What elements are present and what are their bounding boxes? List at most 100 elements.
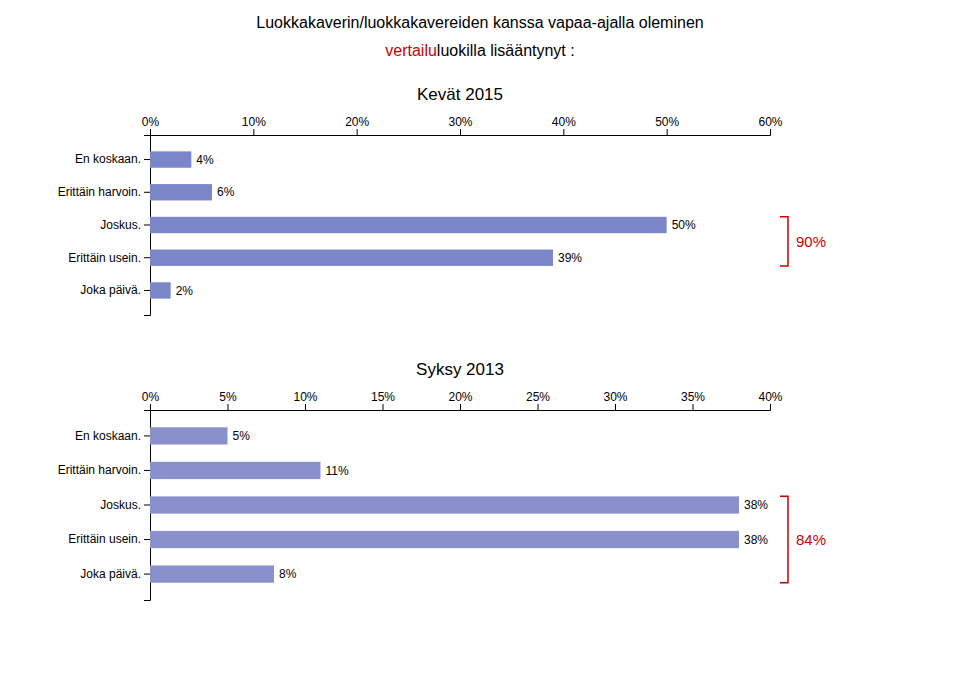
bar	[150, 151, 191, 167]
annotation: 90%	[780, 217, 826, 266]
x-tick: 40%	[758, 390, 782, 410]
x-tick-mark	[150, 129, 151, 135]
chart-root: Luokkakaverin/luokkakavereiden kanssa va…	[0, 0, 960, 675]
x-tick-mark	[383, 404, 384, 410]
y-tick-mark	[144, 470, 150, 471]
x-tick: 30%	[603, 390, 627, 410]
y-tick-mark	[144, 257, 150, 258]
data-label: 5%	[233, 429, 251, 443]
bar	[150, 282, 171, 298]
data-label: 6%	[217, 185, 235, 199]
y-tick: Erittäin usein.	[68, 532, 150, 546]
x-tick: 35%	[681, 390, 705, 410]
bars	[150, 151, 667, 298]
x-tick-label: 10%	[293, 390, 317, 404]
x-tick-label: 20%	[345, 115, 369, 129]
x-tick-label: 0%	[142, 390, 160, 404]
x-tick-mark	[357, 129, 358, 135]
x-tick: 60%	[758, 115, 782, 135]
annotation-label: 84%	[796, 531, 826, 548]
y-tick: En koskaan.	[75, 429, 150, 443]
bracket	[780, 217, 788, 266]
x-tick-mark	[228, 404, 229, 410]
annotation: 84%	[780, 496, 826, 582]
x-tick-mark	[305, 404, 306, 410]
data-labels: 5%11%38%38%8%	[233, 429, 769, 581]
x-axis-line	[151, 129, 771, 136]
x-tick-mark	[538, 404, 539, 410]
x-tick: 15%	[371, 390, 395, 410]
y-tick-mark	[144, 290, 150, 291]
x-tick-label: 30%	[603, 390, 627, 404]
y-tick-mark	[144, 574, 150, 575]
x-tick: 25%	[526, 390, 550, 410]
y-axis-line	[144, 136, 151, 316]
x-tick: 10%	[242, 115, 266, 135]
y-tick-mark	[144, 539, 150, 540]
y-tick: En koskaan.	[75, 152, 150, 166]
bar	[150, 565, 274, 582]
x-tick-label: 50%	[655, 115, 679, 129]
x-tick-label: 25%	[526, 390, 550, 404]
y-tick-label: Erittäin usein.	[68, 251, 141, 265]
x-tick-mark	[563, 129, 564, 135]
x-tick: 0%	[142, 115, 160, 135]
bar	[150, 531, 739, 548]
y-axis: En koskaan. Erittäin harvoin. Joskus. Eritt…	[58, 136, 151, 316]
y-tick-label: Joskus.	[100, 498, 141, 512]
x-tick: 20%	[345, 115, 369, 135]
y-tick-mark	[144, 435, 150, 436]
figure-title: Luokkakaverin/luokkakavereiden kanssa va…	[256, 14, 703, 31]
x-tick: 0%	[142, 390, 160, 410]
x-tick-label: 10%	[242, 115, 266, 129]
y-tick-label: Erittäin usein.	[68, 532, 141, 546]
data-label: 38%	[744, 533, 768, 547]
bar	[150, 462, 321, 479]
y-tick-mark	[144, 505, 150, 506]
x-axis: 0% 5% 10% 15% 20% 25% 30% 35% 40%	[142, 390, 783, 411]
y-tick: Joka päivä.	[80, 283, 150, 297]
figure-subtitle: vertailuluokilla lisääntynyt :	[385, 42, 574, 59]
data-label: 2%	[176, 284, 194, 298]
x-tick-label: 20%	[448, 390, 472, 404]
y-axis: En koskaan. Erittäin harvoin. Joskus. Eritt…	[58, 411, 151, 601]
bracket	[780, 496, 788, 582]
chart: Syksy 2013 0% 5% 10% 15% 20% 25% 30% 35% 40% En ko…	[58, 360, 826, 601]
bar	[150, 427, 228, 444]
x-tick: 40%	[552, 115, 576, 135]
bar	[150, 184, 212, 200]
subtitle-part: vertailu	[385, 42, 437, 59]
x-tick-label: 0%	[142, 115, 160, 129]
x-tick-mark	[667, 129, 668, 135]
y-tick: Erittäin harvoin.	[58, 185, 150, 199]
chart-title: Syksy 2013	[416, 360, 504, 379]
data-labels: 4%6%50%39%2%	[176, 153, 696, 298]
x-tick-mark	[615, 404, 616, 410]
y-tick-mark	[144, 192, 150, 193]
x-tick-label: 40%	[552, 115, 576, 129]
y-tick: Erittäin harvoin.	[58, 463, 150, 477]
y-tick-mark	[144, 159, 150, 160]
y-tick-label: En koskaan.	[75, 429, 141, 443]
subtitle-part: luokilla lisääntynyt :	[437, 42, 575, 59]
x-tick: 30%	[448, 115, 472, 135]
x-tick: 50%	[655, 115, 679, 135]
data-label: 39%	[558, 251, 582, 265]
x-tick-mark	[770, 129, 771, 135]
x-tick: 5%	[219, 390, 237, 410]
bar	[150, 496, 739, 513]
y-tick: Joskus.	[100, 218, 150, 232]
data-label: 38%	[744, 498, 768, 512]
y-tick: Joskus.	[100, 498, 150, 512]
y-tick-label: En koskaan.	[75, 152, 141, 166]
x-tick-mark	[693, 404, 694, 410]
x-axis-line	[151, 404, 771, 411]
x-tick: 20%	[448, 390, 472, 410]
bars	[150, 427, 739, 582]
y-tick-label: Joskus.	[100, 218, 141, 232]
x-tick-mark	[150, 404, 151, 410]
data-label: 4%	[196, 153, 214, 167]
x-tick-mark	[770, 404, 771, 410]
x-tick-mark	[253, 129, 254, 135]
y-tick-label: Joka päivä.	[80, 567, 141, 581]
